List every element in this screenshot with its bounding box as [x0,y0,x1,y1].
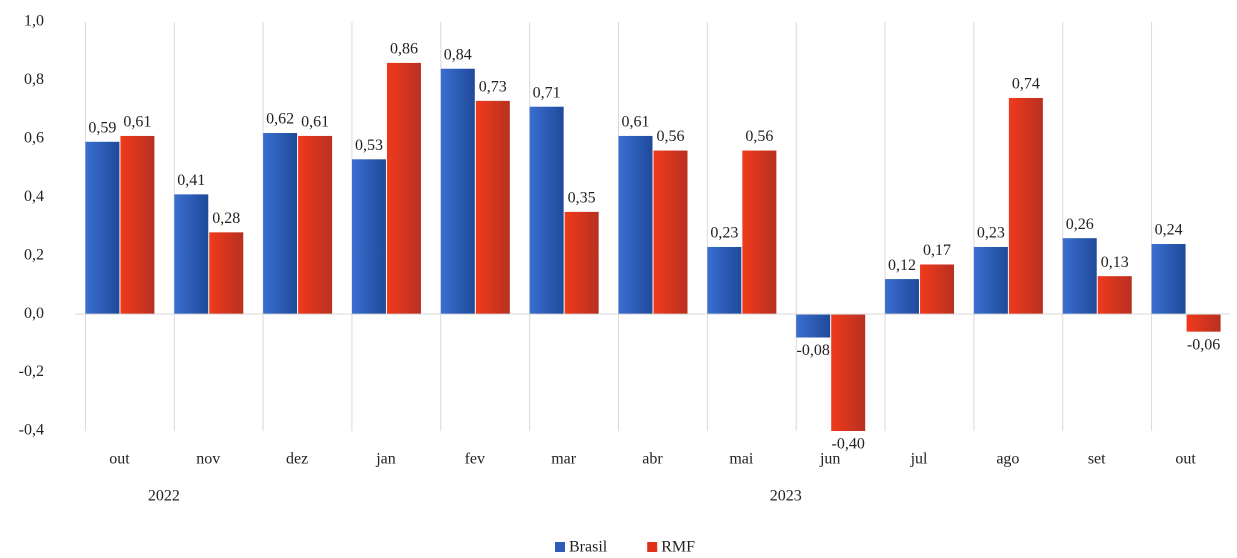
x-tick-label: set [1088,451,1106,468]
value-label: 0,23 [977,225,1005,242]
year-label: 2022 [148,488,180,505]
x-tick-label: jul [910,451,928,468]
bar [707,246,742,315]
value-label: 0,13 [1101,254,1129,271]
bar [174,194,209,315]
value-label: 0,12 [888,257,916,274]
bar [1151,244,1186,315]
y-tick-label: 1,0 [24,13,44,30]
value-label: 0,24 [1155,222,1183,239]
bar [831,314,866,431]
y-tick-label: 0,0 [24,305,44,322]
bar [351,159,386,315]
bar [796,314,831,338]
value-label: 0,17 [923,242,951,259]
value-label: 0,56 [657,128,685,145]
value-label: -0,08 [797,342,830,359]
value-label: 0,71 [533,84,561,101]
value-label: 0,23 [710,225,738,242]
value-label: 0,74 [1012,76,1040,93]
bar [742,150,777,315]
x-tick-label: jan [375,451,396,468]
bar [973,246,1008,315]
bar [120,135,155,315]
x-tick-label: mar [551,451,577,468]
bar [885,279,920,315]
y-tick-label: 0,6 [24,130,44,147]
bar [618,135,653,315]
x-tick-label: out [1175,451,1196,468]
bar [263,133,298,315]
value-label: 0,61 [301,114,329,131]
bar [85,141,120,315]
bar [653,150,688,315]
year-label: 2023 [770,488,802,505]
bar [386,62,421,315]
value-label: 0,26 [1066,216,1094,233]
value-label: 0,59 [88,119,116,136]
x-tick-label: out [109,451,130,468]
value-label: 0,56 [745,128,773,145]
value-label: 0,84 [444,46,472,63]
bar [298,135,333,315]
bar [1097,276,1132,315]
bar [440,68,475,315]
y-tick-label: -0,4 [19,422,44,439]
value-label: 0,53 [355,137,383,154]
value-label: 0,41 [177,172,205,189]
value-label: 0,61 [123,114,151,131]
value-label: 0,28 [212,210,240,227]
value-label: -0,06 [1187,336,1220,353]
value-label: 0,61 [622,114,650,131]
value-label: 0,86 [390,41,418,58]
y-tick-label: 0,8 [24,71,44,88]
bar [1186,314,1221,332]
x-tick-label: dez [286,451,308,468]
legend-label: RMF [661,539,695,556]
x-tick-label: mai [729,451,754,468]
bar [1008,97,1043,315]
y-tick-label: -0,2 [19,363,44,380]
value-label: 0,73 [479,79,507,96]
y-tick-label: 0,4 [24,188,44,205]
bar [920,264,955,315]
x-tick-label: ago [996,451,1019,468]
x-tick-label: fev [465,451,485,468]
legend-label: Brasil [569,539,608,556]
bar [1062,238,1097,315]
bar [475,100,510,315]
bar [564,211,599,315]
value-label: -0,40 [832,436,865,453]
x-tick-label: nov [196,451,220,468]
x-tick-label: abr [642,451,663,468]
value-label: 0,62 [266,111,294,128]
legend-swatch [647,542,658,552]
x-tick-label: jun [819,451,840,468]
value-label: 0,35 [568,190,596,207]
legend-swatch [555,542,565,552]
y-tick-label: 0,2 [24,246,44,263]
bar [529,106,564,315]
bar [209,232,244,315]
